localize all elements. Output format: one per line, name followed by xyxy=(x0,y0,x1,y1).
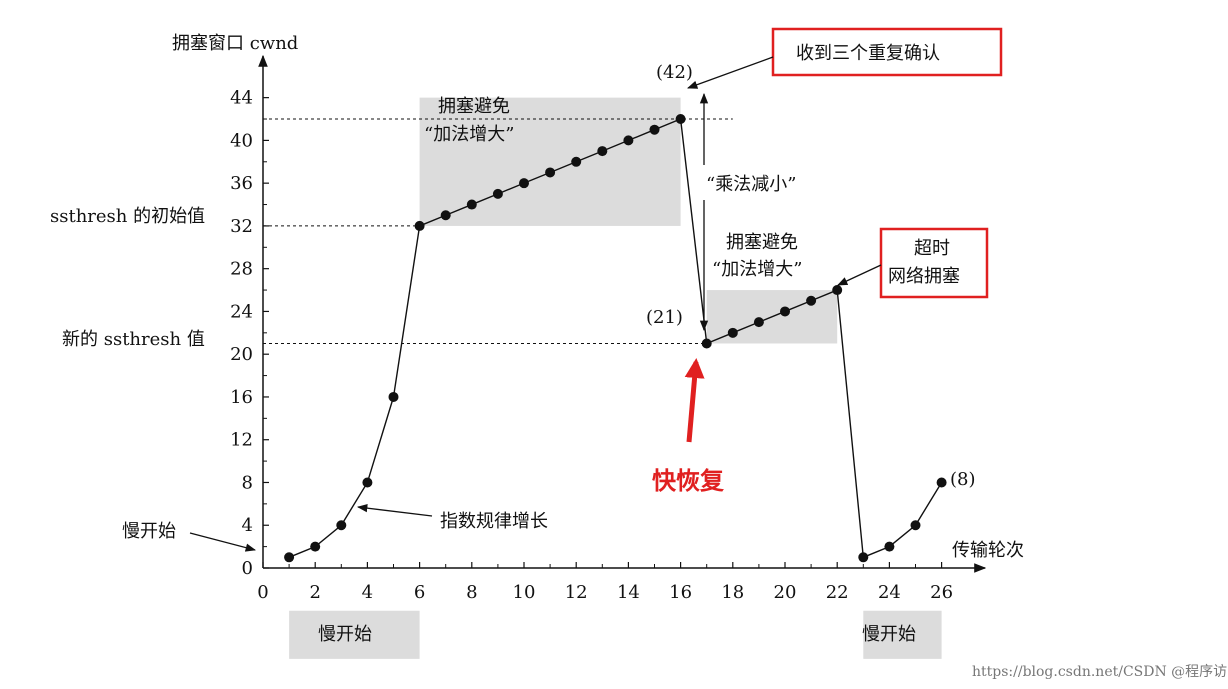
slow-start-left-label: 慢开始 xyxy=(122,521,176,542)
shaded-region-2 xyxy=(289,610,420,659)
y-tick-label-20: 20 xyxy=(230,344,253,365)
timeout-arrow xyxy=(837,264,882,286)
ssthresh-new-label: 新的 ssthresh 值 xyxy=(62,329,205,350)
triple-ack-box xyxy=(771,27,1003,77)
data-point-15 xyxy=(649,124,660,135)
x-tick-label-2: 2 xyxy=(309,582,320,603)
y-tick-label-16: 16 xyxy=(230,387,253,408)
slow-start-box1-label: 慢开始 xyxy=(318,624,372,645)
data-point-9 xyxy=(492,188,503,199)
x-tick-label-16: 16 xyxy=(669,582,692,603)
x-tick-label-10: 10 xyxy=(513,582,536,603)
data-point-10 xyxy=(519,178,529,189)
shaded-regions xyxy=(289,97,942,659)
y-tick-label-12: 12 xyxy=(230,430,253,451)
timeout-line2: 网络拥塞 xyxy=(888,266,960,287)
data-point-6 xyxy=(414,220,425,231)
triple-ack-label: 收到三个重复确认 xyxy=(796,43,940,64)
x-tick-label-26: 26 xyxy=(930,582,953,603)
data-point-23 xyxy=(858,552,869,563)
x-tick-label-24: 24 xyxy=(878,582,901,603)
data-point-5 xyxy=(388,391,399,402)
ca1-line2: “加法增大” xyxy=(424,124,514,145)
exp-growth-arrow xyxy=(356,504,433,517)
data-point-24 xyxy=(884,541,895,552)
y-tick-label-4: 4 xyxy=(242,515,253,536)
y-tick-label-28: 28 xyxy=(230,259,253,280)
y-tick-label-8: 8 xyxy=(242,472,253,493)
data-point-12 xyxy=(571,156,582,167)
data-point-8 xyxy=(466,199,477,210)
y-tick-label-24: 24 xyxy=(230,301,253,322)
data-point-22 xyxy=(832,285,843,296)
triple-ack-arrow xyxy=(687,56,774,89)
slow-start-box2-label: 慢开始 xyxy=(862,624,916,645)
timeout-line1: 超时 xyxy=(914,238,950,259)
ca1-line1: 拥塞避免 xyxy=(438,96,510,117)
y-tick-label-32: 32 xyxy=(230,216,253,237)
x-tick-label-0: 0 xyxy=(257,582,268,603)
ca2-line2: “加法增大” xyxy=(712,259,802,280)
slow-start-arrow xyxy=(189,532,257,552)
x-tick-label-4: 4 xyxy=(362,582,373,603)
data-points xyxy=(284,114,947,563)
axis-ticks: 0 2 4 6 8 10 12 14 16 18 20 22 24 2604812162024283236… xyxy=(230,88,953,603)
point-label-8: (8) xyxy=(950,469,976,490)
data-point-3 xyxy=(336,520,347,531)
x-tick-label-8: 8 xyxy=(466,582,477,603)
data-point-1 xyxy=(284,552,295,563)
y-tick-label-40: 40 xyxy=(230,130,253,151)
x-tick-label-20: 20 xyxy=(774,582,797,603)
point-label-21: (21) xyxy=(646,307,683,328)
data-point-16 xyxy=(675,114,686,125)
data-point-21 xyxy=(806,295,817,306)
point-label-42: (42) xyxy=(656,62,693,83)
data-point-11 xyxy=(545,167,556,178)
ssthresh-initial-label: ssthresh 的初始值 xyxy=(50,206,205,227)
data-point-13 xyxy=(597,146,608,157)
data-point-20 xyxy=(780,306,790,317)
x-axis-label: 传输轮次 xyxy=(952,540,1024,561)
data-point-4 xyxy=(362,477,373,488)
mult-decrease-label: “乘法减小” xyxy=(706,174,796,195)
fast-recovery-label: 快恢复 xyxy=(652,466,725,495)
data-point-7 xyxy=(440,210,451,221)
x-tick-label-14: 14 xyxy=(617,582,640,603)
ca2-line1: 拥塞避免 xyxy=(726,232,798,253)
reference-lines xyxy=(263,118,733,345)
y-tick-label-0: 0 xyxy=(242,558,253,579)
timeout-box xyxy=(879,227,989,299)
y-tick-label-44: 44 xyxy=(230,88,253,109)
shaded-region-3 xyxy=(863,610,942,659)
data-point-26 xyxy=(936,477,947,488)
x-tick-label-22: 22 xyxy=(826,582,849,603)
exp-growth-label: 指数规律增长 xyxy=(440,511,548,532)
y-axis-label: 拥塞窗口 cwnd xyxy=(172,33,298,54)
fast-recovery-arrow xyxy=(684,358,705,443)
data-point-17 xyxy=(701,338,712,349)
y-tick-label-36: 36 xyxy=(230,173,253,194)
data-point-14 xyxy=(623,135,634,146)
x-tick-label-6: 6 xyxy=(414,582,425,603)
x-tick-label-12: 12 xyxy=(565,582,588,603)
watermark: https://blog.csdn.net/CSDN @程序访问度 xyxy=(972,664,1228,680)
data-point-2 xyxy=(310,541,321,552)
data-point-18 xyxy=(727,327,738,338)
data-point-25 xyxy=(910,520,921,531)
x-tick-label-18: 18 xyxy=(721,582,744,603)
data-point-19 xyxy=(753,317,764,328)
